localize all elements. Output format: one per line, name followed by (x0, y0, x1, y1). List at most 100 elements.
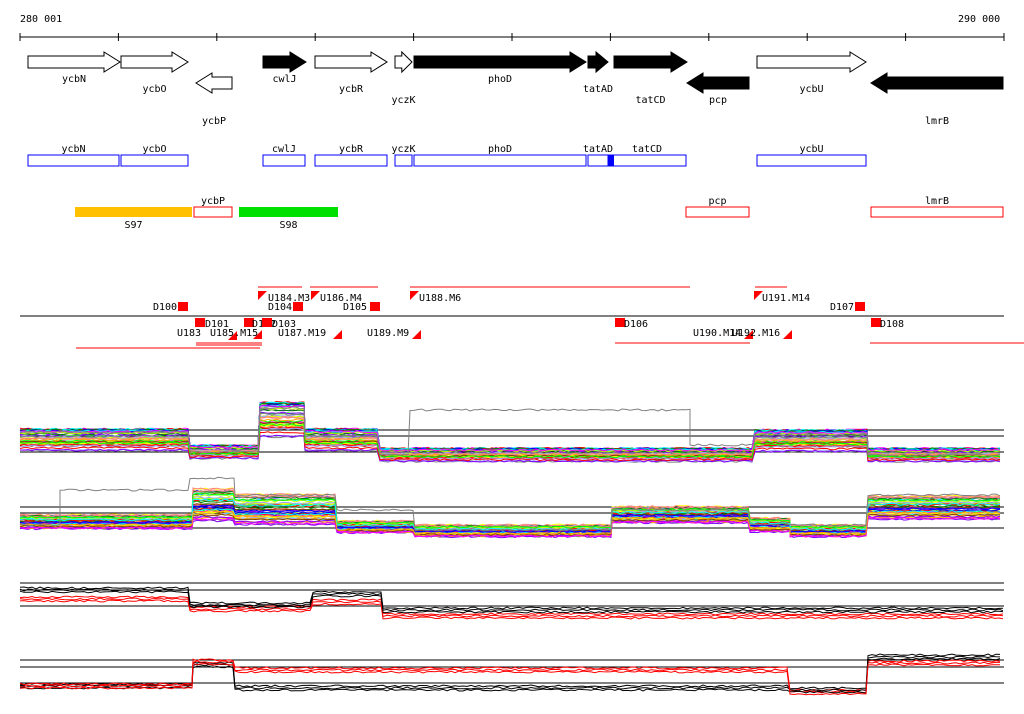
forward-box-ycbN (27, 154, 120, 167)
forward-box-cwlJ (262, 154, 306, 167)
gene-arrow-yczK (394, 50, 413, 74)
feature-label-U185.M15: U185.M15 (210, 328, 258, 339)
forward-box-label: tatCD (632, 144, 662, 155)
feature-label-U189.M9: U189.M9 (367, 328, 409, 339)
feature-label-D101: D101 (205, 319, 229, 330)
ruler-end-label: 290 000 (958, 14, 1000, 25)
gene-label-ycbO: ycbO (142, 84, 166, 95)
gene-arrow-tatCD (613, 51, 688, 73)
profile-line (19, 492, 1001, 529)
feature-label-U188.M6: U188.M6 (419, 293, 461, 304)
feature-marker-D101 (195, 318, 205, 327)
feature-label-U186.M4: U186.M4 (320, 293, 362, 304)
forward-box-marker (608, 155, 614, 166)
gene-label-ycbP: ycbP (202, 116, 226, 127)
gene-track: ycbN ycbO ycbP cwlJ ycbR yczK phoD tatAD tatCD pc… (27, 50, 1004, 127)
profile-line (19, 434, 1001, 463)
forward-box-label: yczK (391, 144, 415, 155)
feature-label-D104: D104 (268, 302, 292, 313)
forward-box-label: phoD (488, 144, 512, 155)
feature-label-U184.M3: U184.M3 (268, 293, 310, 304)
gene-arrow-ycbN (27, 51, 121, 73)
profile-line-red (20, 660, 1001, 694)
profile-line-black (19, 655, 1001, 692)
profile-line-black (19, 590, 1004, 614)
feature-flag-U190.M14 (744, 330, 753, 339)
feature-flag-U191.M14 (754, 291, 763, 300)
profile-line-red (19, 662, 1000, 696)
gene-box-track: ycbN ycbO cwlJ ycbR yczK phoD tatAD tatCD ycbU yc… (27, 144, 1004, 231)
feature-label-D105: D105 (343, 302, 367, 313)
reverse-box-label: ycbP (201, 196, 225, 207)
gene-arrow-lmrB (870, 72, 1004, 94)
feature-marker-D104 (293, 302, 303, 311)
feature-marker-D106 (615, 318, 625, 327)
gene-arrow-phoD (413, 51, 587, 73)
coordinate-ruler: 280 001 290 000 (19, 14, 1005, 41)
segment-S97 (75, 207, 192, 217)
forward-box-label: tatAD (583, 144, 613, 155)
profile-line (19, 415, 1001, 456)
profile-line (19, 421, 1001, 458)
profile-line-red (19, 597, 1004, 618)
feature-flag-U185.M15 (253, 330, 262, 339)
feature-marker-D102 (244, 318, 254, 327)
feature-label-U187.M19: U187.M19 (278, 328, 326, 339)
reverse-box-pcp (685, 206, 750, 218)
gene-arrow-tatAD (587, 50, 609, 74)
feature-marker-D103 (262, 318, 272, 327)
forward-box-label: ycbO (142, 144, 166, 155)
forward-box-label: cwlJ (272, 144, 296, 155)
forward-box-tatAD (587, 154, 609, 167)
gene-label-pcp: pcp (709, 95, 727, 106)
profile-line-highlight (20, 476, 1001, 532)
profile-line (19, 431, 1001, 462)
feature-flag-U183 (228, 331, 237, 340)
feature-label-U191.M14: U191.M14 (762, 293, 810, 304)
feature-label-D106: D106 (624, 319, 648, 330)
feature-flag-U192.M16 (783, 330, 792, 339)
profile-line-black (19, 588, 1004, 612)
feature-flag-U188.M6 (410, 291, 419, 300)
gene-arrow-pcp (686, 72, 750, 94)
reverse-box-lmrB (870, 206, 1004, 218)
feature-flag-U187.M19 (333, 330, 342, 339)
profile-line-red (19, 595, 1004, 616)
gene-arrow-ycbP (195, 72, 233, 94)
profile-line (19, 504, 1001, 533)
profile-line-highlight (19, 406, 1001, 457)
segment-S98 (239, 207, 338, 217)
gene-arrow-ycbR (314, 51, 388, 73)
gene-arrow-cwlJ (262, 51, 307, 73)
feature-flag-U184.M3 (258, 291, 267, 300)
profile-line-black (19, 653, 1001, 690)
feature-label-D100: D100 (153, 302, 177, 313)
gene-arrow-ycbO (120, 51, 189, 73)
ruler-start-label: 280 001 (20, 14, 62, 25)
profile-line-black (19, 586, 1004, 610)
segment-label: S97 (124, 220, 142, 231)
forward-box-label: ycbU (799, 144, 823, 155)
feature-marker-D107 (855, 302, 865, 311)
profile-line (19, 516, 1001, 538)
reverse-box-label: pcp (708, 196, 726, 207)
forward-box-label: ycbR (339, 144, 364, 155)
gene-label-phoD: phoD (488, 74, 512, 85)
gene-label-ycbR: ycbR (339, 84, 364, 95)
forward-box-yczK (394, 154, 413, 167)
gene-label-cwlJ: cwlJ (272, 74, 296, 85)
gene-label-ycbU: ycbU (799, 84, 823, 95)
profile-line (19, 423, 1001, 459)
gene-label-tatAD: tatAD (583, 84, 613, 95)
feature-label-D107: D107 (830, 302, 854, 313)
feature-label-U190.M14: U190.M14 (693, 328, 741, 339)
reverse-box-ycbP (193, 206, 233, 218)
feature-marker-D105 (370, 302, 380, 311)
gene-label-yczK: yczK (391, 95, 415, 106)
feature-marker-D100 (178, 302, 188, 311)
forward-box-label: ycbN (61, 144, 85, 155)
feature-label-D103: D103 (272, 319, 296, 330)
profile-line-red (19, 599, 1004, 620)
forward-box-ycbO (120, 154, 189, 167)
